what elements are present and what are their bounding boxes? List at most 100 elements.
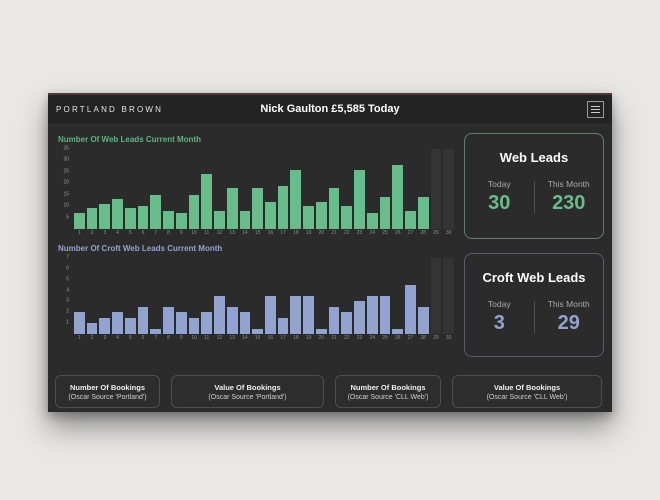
number-bookings-portland-button[interactable]: Number Of Bookings (Oscar Source 'Portla… [55, 375, 160, 408]
bar [252, 187, 264, 229]
bar [239, 312, 251, 334]
bar [405, 285, 416, 334]
bar-slot [277, 258, 289, 334]
x-tick-label: 13 [229, 230, 235, 236]
bar [201, 312, 213, 334]
bar-slot [201, 149, 213, 229]
bar-slot [99, 258, 111, 334]
bar-slot [417, 258, 429, 334]
x-tick-label: 22 [344, 335, 350, 341]
bar-slot [366, 258, 378, 334]
main-content: Number Of Web Leads Current Month 5 10 15 2… [48, 123, 612, 357]
bar-slot [201, 258, 213, 334]
bar [188, 194, 200, 229]
bar-slot [86, 149, 98, 229]
side-column: Web Leads Today 30 This Month 230 [464, 127, 604, 357]
stat-divider [533, 301, 535, 333]
highlight-band [430, 149, 442, 229]
today-stat: Today 3 [465, 299, 534, 335]
button-label: Value Of Bookings [493, 382, 561, 392]
dashboard-window: PORTLAND BROWN Nick Gaulton £5,585 Today… [48, 93, 612, 412]
panel-stats: Today 30 This Month 230 [465, 179, 603, 215]
bar [214, 210, 225, 229]
croft-web-leads-panel: Croft Web Leads Today 3 This Month 29 [464, 253, 604, 357]
bar-slot [214, 149, 225, 229]
x-tick-label: 6 [141, 335, 145, 341]
y-tick-label: 10 [63, 202, 69, 209]
hamburger-menu-icon[interactable] [587, 100, 604, 118]
bar-slot [379, 149, 391, 229]
panel-title: Croft Web Leads [482, 270, 586, 285]
x-tick-label: 10 [191, 335, 197, 341]
bar [303, 296, 314, 334]
bar [124, 208, 136, 229]
bar-slot [226, 258, 238, 334]
button-label: Value Of Bookings [214, 382, 281, 392]
bar-slot [315, 258, 327, 334]
bar [175, 213, 187, 229]
bar-slot [137, 149, 149, 229]
x-tick-label: 30 [445, 335, 452, 341]
bar [341, 312, 353, 334]
today-label: Today [487, 299, 511, 309]
bar [290, 169, 302, 229]
x-tick-label: 17 [280, 335, 286, 341]
y-tick-label: 5 [66, 276, 69, 283]
panel-stats: Today 3 This Month 29 [465, 299, 603, 335]
x-tick-label: 3 [103, 335, 107, 341]
x-tick-label: 4 [116, 335, 119, 341]
y-tick-label: 1 [66, 319, 69, 326]
y-tick-label: 4 [66, 287, 69, 294]
x-tick-label: 14 [242, 230, 248, 236]
bar-slot [252, 258, 264, 334]
x-tick-label: 26 [394, 230, 401, 236]
y-tick-label: 7 [66, 254, 69, 261]
x-tick-label: 19 [305, 335, 312, 341]
value-bookings-cll-web-button[interactable]: Value Of Bookings (Oscar Source 'CLL Web… [452, 375, 602, 408]
bar-slot [175, 258, 187, 334]
y-tick-label: 5 [66, 214, 69, 221]
bar [392, 165, 404, 229]
x-tick-label: 6 [141, 230, 145, 236]
brand-logo: PORTLAND BROWN [56, 104, 164, 114]
bar [99, 203, 111, 229]
bar [341, 206, 353, 229]
month-label: This Month [547, 179, 590, 189]
bar [315, 328, 327, 334]
bar [265, 201, 276, 229]
croft-web-leads-chart: Number Of Croft Web Leads Current Month … [56, 244, 455, 341]
today-stat: Today 30 [465, 179, 534, 215]
y-tick-label: 25 [63, 168, 69, 175]
bar [277, 317, 289, 334]
bar [417, 306, 429, 334]
highlight-band [443, 258, 455, 334]
y-tick-label: 2 [66, 308, 69, 315]
bar-slot [112, 149, 123, 229]
page-title: Nick Gaulton £5,585 Today [260, 103, 400, 115]
x-tick-label: 15 [254, 230, 261, 236]
bar [201, 174, 213, 229]
number-bookings-cll-web-button[interactable]: Number Of Bookings (Oscar Source 'CLL We… [335, 375, 441, 408]
bar-slot [405, 258, 416, 334]
bar [163, 306, 174, 334]
bar-slot [188, 258, 200, 334]
bar [354, 169, 365, 229]
stat-divider [533, 181, 535, 213]
header-bar: PORTLAND BROWN Nick Gaulton £5,585 Today [48, 95, 612, 123]
x-tick-label: 2 [90, 230, 94, 236]
y-tick-label: 30 [63, 156, 69, 163]
value-bookings-portland-button[interactable]: Value Of Bookings (Oscar Source 'Portlan… [171, 375, 324, 408]
x-tick-label: 1 [77, 230, 81, 236]
bar-slot [405, 149, 416, 229]
bar-slot [392, 258, 404, 334]
bar-slot [354, 258, 365, 334]
bar-slot [341, 258, 353, 334]
x-tick-label: 23 [356, 230, 363, 236]
menu-line [591, 105, 600, 107]
x-tick-label: 29 [433, 230, 439, 236]
today-value: 3 [493, 312, 505, 334]
bar [366, 296, 378, 334]
charts-column: Number Of Web Leads Current Month 5 10 15 2… [56, 127, 455, 357]
bar-slot [99, 149, 111, 229]
x-tick-label: 11 [204, 230, 210, 236]
